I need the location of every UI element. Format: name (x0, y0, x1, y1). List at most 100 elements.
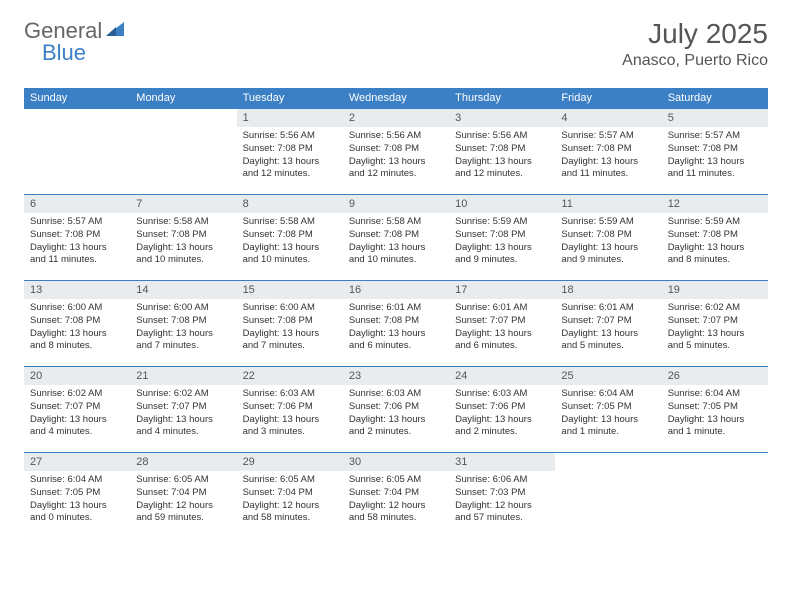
day-details: Sunrise: 6:06 AMSunset: 7:03 PMDaylight:… (449, 471, 555, 529)
calendar-table: SundayMondayTuesdayWednesdayThursdayFrid… (24, 88, 768, 539)
calendar-cell: 2Sunrise: 5:56 AMSunset: 7:08 PMDaylight… (343, 109, 449, 195)
calendar-cell: 14Sunrise: 6:00 AMSunset: 7:08 PMDayligh… (130, 281, 236, 367)
calendar-cell: 5Sunrise: 5:57 AMSunset: 7:08 PMDaylight… (662, 109, 768, 195)
day-details: Sunrise: 6:02 AMSunset: 7:07 PMDaylight:… (24, 385, 130, 443)
brand-part2: Blue (42, 40, 86, 65)
title-block: July 2025 Anasco, Puerto Rico (622, 18, 768, 70)
calendar-cell: 7Sunrise: 5:58 AMSunset: 7:08 PMDaylight… (130, 195, 236, 281)
day-number: 16 (343, 281, 449, 299)
day-number: 18 (555, 281, 661, 299)
day-number: 24 (449, 367, 555, 385)
day-details: Sunrise: 5:58 AMSunset: 7:08 PMDaylight:… (237, 213, 343, 271)
day-number: 22 (237, 367, 343, 385)
calendar-week-row: 13Sunrise: 6:00 AMSunset: 7:08 PMDayligh… (24, 281, 768, 367)
calendar-cell: 4Sunrise: 5:57 AMSunset: 7:08 PMDaylight… (555, 109, 661, 195)
calendar-cell: 31Sunrise: 6:06 AMSunset: 7:03 PMDayligh… (449, 453, 555, 539)
day-details: Sunrise: 6:03 AMSunset: 7:06 PMDaylight:… (237, 385, 343, 443)
day-details: Sunrise: 6:04 AMSunset: 7:05 PMDaylight:… (24, 471, 130, 529)
weekday-header: Friday (555, 88, 661, 109)
day-number: 20 (24, 367, 130, 385)
day-details: Sunrise: 5:58 AMSunset: 7:08 PMDaylight:… (130, 213, 236, 271)
day-number: 11 (555, 195, 661, 213)
calendar-cell: .... (555, 453, 661, 539)
calendar-cell: 28Sunrise: 6:05 AMSunset: 7:04 PMDayligh… (130, 453, 236, 539)
day-number: 13 (24, 281, 130, 299)
day-number: 30 (343, 453, 449, 471)
day-number: 28 (130, 453, 236, 471)
day-number: 6 (24, 195, 130, 213)
month-title: July 2025 (622, 18, 768, 50)
calendar-cell: 25Sunrise: 6:04 AMSunset: 7:05 PMDayligh… (555, 367, 661, 453)
day-details: Sunrise: 6:00 AMSunset: 7:08 PMDaylight:… (24, 299, 130, 357)
day-details: Sunrise: 5:56 AMSunset: 7:08 PMDaylight:… (449, 127, 555, 185)
calendar-week-row: ........1Sunrise: 5:56 AMSunset: 7:08 PM… (24, 109, 768, 195)
calendar-cell: 12Sunrise: 5:59 AMSunset: 7:08 PMDayligh… (662, 195, 768, 281)
weekday-header: Thursday (449, 88, 555, 109)
day-details: Sunrise: 6:01 AMSunset: 7:07 PMDaylight:… (555, 299, 661, 357)
day-details: Sunrise: 5:56 AMSunset: 7:08 PMDaylight:… (237, 127, 343, 185)
calendar-week-row: 6Sunrise: 5:57 AMSunset: 7:08 PMDaylight… (24, 195, 768, 281)
weekday-header: Tuesday (237, 88, 343, 109)
calendar-cell: 19Sunrise: 6:02 AMSunset: 7:07 PMDayligh… (662, 281, 768, 367)
day-details: Sunrise: 5:59 AMSunset: 7:08 PMDaylight:… (662, 213, 768, 271)
day-number: 29 (237, 453, 343, 471)
header: General July 2025 Anasco, Puerto Rico (24, 18, 768, 70)
calendar-week-row: 20Sunrise: 6:02 AMSunset: 7:07 PMDayligh… (24, 367, 768, 453)
calendar-cell: 10Sunrise: 5:59 AMSunset: 7:08 PMDayligh… (449, 195, 555, 281)
day-details: Sunrise: 6:04 AMSunset: 7:05 PMDaylight:… (662, 385, 768, 443)
day-number: 19 (662, 281, 768, 299)
brand-sail-icon (102, 18, 128, 44)
location-label: Anasco, Puerto Rico (622, 52, 768, 70)
day-details: Sunrise: 5:59 AMSunset: 7:08 PMDaylight:… (449, 213, 555, 271)
day-details: Sunrise: 6:01 AMSunset: 7:07 PMDaylight:… (449, 299, 555, 357)
calendar-cell: .... (662, 453, 768, 539)
calendar-cell: .... (130, 109, 236, 195)
day-details: Sunrise: 6:05 AMSunset: 7:04 PMDaylight:… (343, 471, 449, 529)
day-details: Sunrise: 6:00 AMSunset: 7:08 PMDaylight:… (237, 299, 343, 357)
weekday-header: Sunday (24, 88, 130, 109)
day-number: 9 (343, 195, 449, 213)
page: General July 2025 Anasco, Puerto Rico Bl… (0, 0, 792, 549)
day-details: Sunrise: 5:57 AMSunset: 7:08 PMDaylight:… (555, 127, 661, 185)
day-details: Sunrise: 6:02 AMSunset: 7:07 PMDaylight:… (662, 299, 768, 357)
calendar-header-row: SundayMondayTuesdayWednesdayThursdayFrid… (24, 88, 768, 109)
calendar-week-row: 27Sunrise: 6:04 AMSunset: 7:05 PMDayligh… (24, 453, 768, 539)
calendar-cell: 18Sunrise: 6:01 AMSunset: 7:07 PMDayligh… (555, 281, 661, 367)
day-number: 12 (662, 195, 768, 213)
day-number: 23 (343, 367, 449, 385)
day-number: 8 (237, 195, 343, 213)
calendar-cell: 20Sunrise: 6:02 AMSunset: 7:07 PMDayligh… (24, 367, 130, 453)
weekday-header: Saturday (662, 88, 768, 109)
day-details: Sunrise: 6:00 AMSunset: 7:08 PMDaylight:… (130, 299, 236, 357)
day-number: 21 (130, 367, 236, 385)
brand-part2-wrap: Blue (42, 40, 86, 66)
day-number: 17 (449, 281, 555, 299)
day-number: 25 (555, 367, 661, 385)
day-details: Sunrise: 5:58 AMSunset: 7:08 PMDaylight:… (343, 213, 449, 271)
day-number: 1 (237, 109, 343, 127)
calendar-cell: 30Sunrise: 6:05 AMSunset: 7:04 PMDayligh… (343, 453, 449, 539)
day-details: Sunrise: 5:57 AMSunset: 7:08 PMDaylight:… (24, 213, 130, 271)
weekday-header: Monday (130, 88, 236, 109)
calendar-cell: 15Sunrise: 6:00 AMSunset: 7:08 PMDayligh… (237, 281, 343, 367)
day-details: Sunrise: 5:56 AMSunset: 7:08 PMDaylight:… (343, 127, 449, 185)
day-number: 5 (662, 109, 768, 127)
calendar-cell: 17Sunrise: 6:01 AMSunset: 7:07 PMDayligh… (449, 281, 555, 367)
calendar-body: ........1Sunrise: 5:56 AMSunset: 7:08 PM… (24, 109, 768, 539)
calendar-cell: 16Sunrise: 6:01 AMSunset: 7:08 PMDayligh… (343, 281, 449, 367)
weekday-header: Wednesday (343, 88, 449, 109)
day-details: Sunrise: 6:01 AMSunset: 7:08 PMDaylight:… (343, 299, 449, 357)
day-number: 26 (662, 367, 768, 385)
day-details: Sunrise: 6:02 AMSunset: 7:07 PMDaylight:… (130, 385, 236, 443)
calendar-cell: 9Sunrise: 5:58 AMSunset: 7:08 PMDaylight… (343, 195, 449, 281)
day-details: Sunrise: 5:57 AMSunset: 7:08 PMDaylight:… (662, 127, 768, 185)
day-details: Sunrise: 6:04 AMSunset: 7:05 PMDaylight:… (555, 385, 661, 443)
calendar-cell: 24Sunrise: 6:03 AMSunset: 7:06 PMDayligh… (449, 367, 555, 453)
calendar-cell: 11Sunrise: 5:59 AMSunset: 7:08 PMDayligh… (555, 195, 661, 281)
calendar-cell: .... (24, 109, 130, 195)
calendar-cell: 22Sunrise: 6:03 AMSunset: 7:06 PMDayligh… (237, 367, 343, 453)
calendar-cell: 3Sunrise: 5:56 AMSunset: 7:08 PMDaylight… (449, 109, 555, 195)
day-number: 15 (237, 281, 343, 299)
day-number: 3 (449, 109, 555, 127)
calendar-cell: 27Sunrise: 6:04 AMSunset: 7:05 PMDayligh… (24, 453, 130, 539)
